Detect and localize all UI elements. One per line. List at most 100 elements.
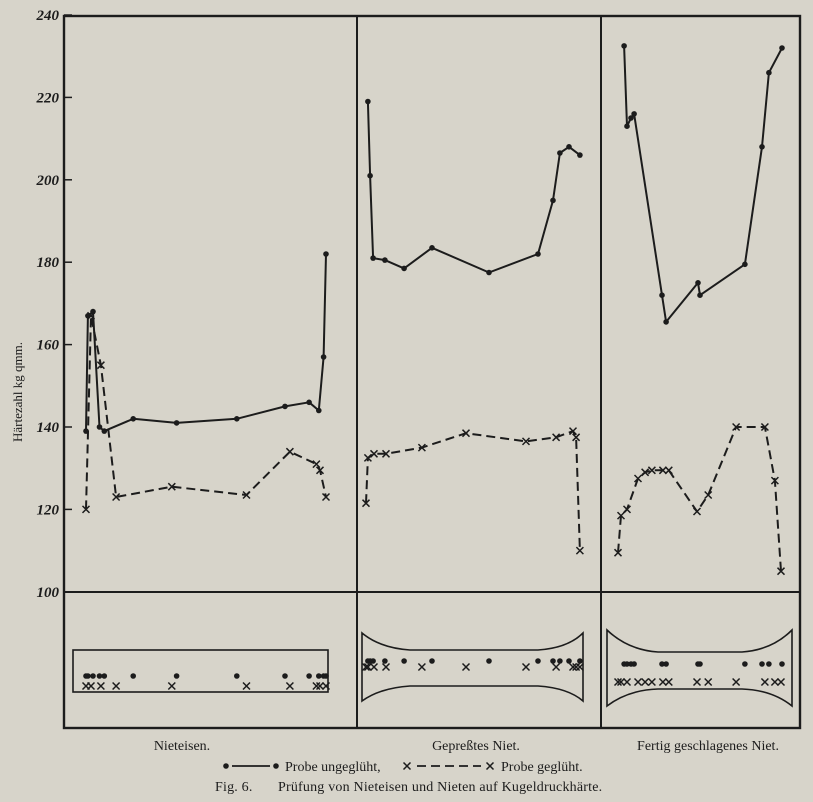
data-point-cross	[521, 437, 531, 446]
panel-label-gepresstes-niet: Gepreßtes Niet.	[432, 739, 520, 754]
figure-number: Fig. 6.	[215, 780, 253, 795]
series-line-geglueht	[365, 430, 581, 551]
specimen-mark-dot	[90, 673, 96, 679]
data-point-dot	[624, 123, 630, 129]
data-point-dot	[382, 257, 388, 263]
data-point-dot	[550, 197, 556, 204]
data-point-dot	[766, 69, 772, 76]
specimen-mark-dot	[779, 661, 785, 667]
data-point-dot	[130, 416, 136, 422]
y-axis-label: Härtezahl kg qmm.	[10, 342, 25, 442]
specimen-diagram-nieteisen	[72, 649, 329, 693]
data-point-cross	[658, 466, 667, 475]
data-point-dot	[367, 172, 373, 179]
y-tick-label: 200	[36, 173, 60, 189]
data-point-cross	[242, 490, 251, 500]
y-tick-label: 160	[37, 338, 60, 354]
specimen-mark-dot	[663, 661, 669, 667]
specimen-mark-cross	[417, 662, 426, 672]
specimen-mark-dot	[85, 673, 91, 679]
specimen-mark-dot	[566, 658, 572, 664]
specimen-mark-dot	[766, 661, 772, 667]
specimen-mark-cross	[461, 662, 471, 672]
data-point-cross	[81, 505, 91, 514]
data-point-cross	[770, 476, 779, 485]
data-point-cross	[641, 468, 650, 477]
specimen-measure-marks	[81, 658, 786, 691]
data-point-dot	[401, 265, 407, 272]
data-point-dot	[429, 245, 435, 251]
data-point-dot	[663, 319, 669, 325]
data-point-dot	[370, 255, 376, 261]
data-point-cross	[312, 460, 321, 469]
data-point-dot	[577, 152, 583, 158]
data-point-dot	[759, 144, 765, 150]
data-point-cross	[381, 449, 391, 458]
specimen-mark-cross	[361, 662, 371, 672]
data-point-cross	[315, 466, 325, 475]
data-point-cross	[572, 433, 581, 442]
data-point-dot	[320, 354, 327, 360]
specimen-mark-dot	[282, 673, 288, 679]
legend-label-geglueht: Probe geglüht.	[501, 760, 583, 775]
specimen-mark-dot	[659, 661, 665, 667]
data-point-cross	[167, 482, 176, 491]
legend-label-ungeglueht: Probe ungeglüht,	[285, 760, 381, 775]
data-point-cross	[732, 422, 741, 432]
data-point-dot	[742, 261, 748, 268]
specimen-mark-cross	[321, 681, 331, 691]
data-point-dot	[316, 407, 322, 414]
data-point-dot	[282, 403, 288, 410]
data-point-cross	[86, 311, 96, 320]
data-point-cross	[417, 443, 426, 452]
data-point-dot	[173, 420, 180, 426]
data-point-dot	[234, 416, 240, 422]
specimen-mark-cross	[770, 677, 779, 687]
legend-cross-marker	[402, 761, 412, 771]
specimen-mark-dot	[173, 673, 180, 679]
specimen-diagram-gepresstes-niet	[361, 631, 584, 703]
specimen-mark-cross	[552, 662, 561, 672]
data-point-cross	[613, 548, 623, 557]
specimen-mark-cross	[369, 662, 379, 672]
data-point-cross	[321, 492, 331, 502]
data-point-dot	[323, 251, 329, 257]
data-point-cross	[363, 453, 372, 462]
specimen-mark-cross	[521, 662, 531, 672]
data-point-dot	[621, 43, 627, 49]
data-point-cross	[112, 492, 121, 502]
data-point-dot	[101, 428, 108, 434]
specimen-mark-cross	[658, 677, 667, 687]
y-tick-label: 120	[37, 502, 60, 518]
specimen-mark-dot	[486, 658, 492, 664]
data-point-dot	[535, 251, 541, 257]
data-point-cross	[285, 447, 294, 456]
specimen-mark-cross	[641, 677, 650, 687]
specimen-mark-cross	[664, 677, 673, 687]
specimen-mark-dot	[550, 658, 556, 664]
specimen-mark-cross	[96, 681, 105, 691]
specimen-mark-cross	[692, 677, 702, 687]
specimen-mark-dot	[306, 673, 312, 679]
figure-caption: Prüfung von Nieteisen und Nieten auf Kug…	[278, 780, 602, 795]
data-point-cross	[616, 511, 626, 520]
legend-dot-marker	[273, 763, 279, 769]
specimen-mark-dot	[429, 658, 435, 664]
data-point-dot	[779, 45, 785, 51]
data-point-cross	[575, 546, 584, 555]
specimen-diagram-fertig-geschlagenes-niet	[606, 628, 793, 708]
series-line-ungeglueht	[366, 101, 581, 274]
y-tick-label: 140	[37, 420, 60, 436]
legend-cross-marker	[485, 761, 495, 771]
specimen-mark-dot	[101, 673, 108, 679]
specimen-mark-cross	[633, 677, 643, 687]
specimen-mark-cross	[315, 681, 325, 691]
specimen-mark-cross	[704, 677, 713, 687]
specimen-mark-cross	[732, 677, 741, 687]
specimen-mark-cross	[363, 662, 372, 672]
data-point-dot	[697, 292, 703, 299]
specimen-mark-dot	[742, 661, 748, 667]
y-tick-label: 100	[37, 585, 60, 601]
y-tick-label: 220	[36, 90, 60, 106]
